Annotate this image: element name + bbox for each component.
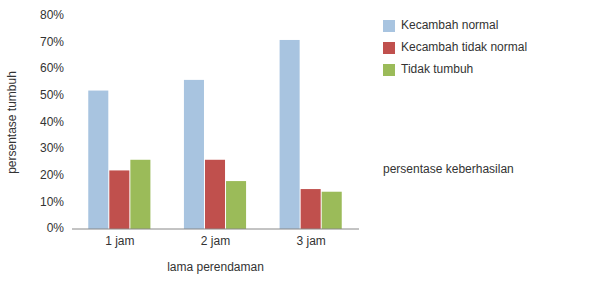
bar — [130, 160, 150, 229]
legend-swatch — [383, 64, 395, 76]
y-tick-label: 20% — [40, 168, 64, 182]
y-tick-label: 70% — [40, 35, 64, 49]
bar — [184, 80, 204, 229]
x-tick-label: 3 jam — [296, 234, 325, 248]
bar — [322, 192, 342, 229]
bar — [226, 181, 246, 229]
legend-swatch — [383, 42, 395, 54]
bar — [205, 160, 225, 229]
legend-swatch — [383, 20, 395, 32]
y-tick-label: 80% — [40, 8, 64, 22]
legend-label: Kecambah normal — [401, 18, 498, 32]
annotation: persentase keberhasilan — [383, 162, 514, 176]
x-axis-line — [72, 229, 359, 230]
legend-label: Kecambah tidak normal — [401, 40, 527, 54]
x-tick-label: 1 jam — [105, 234, 134, 248]
x-tick-label: 2 jam — [201, 234, 230, 248]
y-tick-label: 0% — [47, 221, 65, 235]
y-tick-label: 50% — [40, 88, 64, 102]
bar — [280, 40, 300, 229]
bars — [88, 40, 341, 229]
x-axis-label: lama perendaman — [167, 260, 264, 274]
legend-label: Tidak tumbuh — [401, 62, 473, 76]
bar — [109, 170, 129, 229]
y-tick-label: 60% — [40, 61, 64, 75]
y-tick-label: 30% — [40, 141, 64, 155]
bar — [301, 189, 321, 229]
chart: 0% 10% 20% 30% 40% 50% 60% 70% 80% 1 jam 2 jam 3 ja… — [0, 0, 609, 281]
bar — [88, 91, 108, 229]
legend: Kecambah normal Kecambah tidak normal Tida… — [383, 18, 527, 76]
y-axis-label: persentase tumbuh — [5, 71, 19, 174]
y-tick-label: 40% — [40, 115, 64, 129]
y-tick-label: 10% — [40, 195, 64, 209]
